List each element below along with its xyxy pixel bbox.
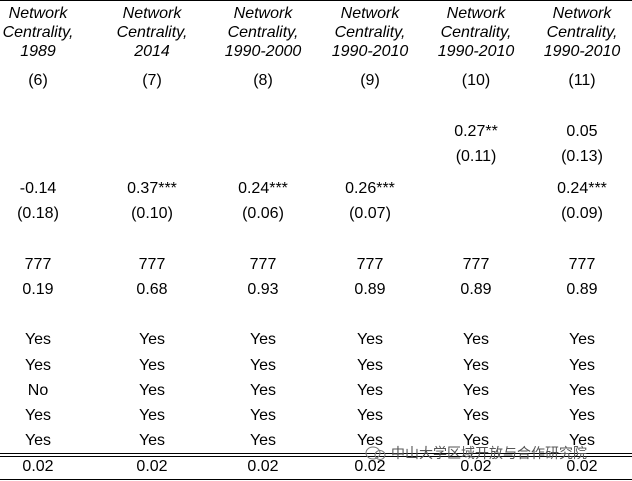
cell: Yes xyxy=(462,432,490,449)
cell: Yes xyxy=(24,407,52,424)
cell: 0.02 xyxy=(460,458,492,475)
cell: 0.37*** xyxy=(127,180,177,197)
cell: Yes xyxy=(568,357,596,374)
column-header: 1990-2010 xyxy=(543,43,621,60)
column-header: Network xyxy=(122,5,182,22)
rule xyxy=(0,456,632,457)
cell: 0.02 xyxy=(354,458,386,475)
cell: Yes xyxy=(462,382,490,399)
watermark-text: 中山大学区域开放与合作研究院 xyxy=(391,445,587,461)
cell: Yes xyxy=(249,357,277,374)
cell: 777 xyxy=(568,256,596,273)
cell: Yes xyxy=(138,331,166,348)
cell: 0.68 xyxy=(136,281,168,298)
cell: Yes xyxy=(138,357,166,374)
cell: Yes xyxy=(138,432,166,449)
cell: (0.06) xyxy=(242,205,284,222)
cell: Yes xyxy=(462,331,490,348)
cell: (0.10) xyxy=(131,205,173,222)
cell: 0.24*** xyxy=(557,180,607,197)
cell: 0.02 xyxy=(22,458,54,475)
cell: Yes xyxy=(568,331,596,348)
cell: Yes xyxy=(24,331,52,348)
cell: 777 xyxy=(462,256,490,273)
cell: -0.14 xyxy=(19,180,57,197)
column-header: 1990-2000 xyxy=(224,43,302,60)
cell: 777 xyxy=(356,256,384,273)
column-number: (8) xyxy=(253,72,273,89)
column-header: Network xyxy=(340,5,400,22)
top-rule xyxy=(0,0,632,1)
cell: (0.18) xyxy=(17,205,59,222)
column-header: Network xyxy=(8,5,68,22)
watermark: 中山大学区域开放与合作研究院 xyxy=(365,443,587,463)
cell: Yes xyxy=(356,407,384,424)
column-number: (10) xyxy=(461,72,491,89)
column-header: Centrality, xyxy=(227,24,299,41)
cell: 0.89 xyxy=(354,281,386,298)
cell: Yes xyxy=(138,407,166,424)
cell: 0.93 xyxy=(247,281,279,298)
column-number: (11) xyxy=(568,72,596,89)
cell: Yes xyxy=(356,357,384,374)
cell: (0.11) xyxy=(455,148,497,165)
cell: No xyxy=(27,382,49,399)
cell: Yes xyxy=(249,432,277,449)
cell: Yes xyxy=(249,331,277,348)
column-header: Centrality, xyxy=(2,24,74,41)
column-number: (9) xyxy=(360,72,380,89)
cell: (0.09) xyxy=(561,205,603,222)
cell: Yes xyxy=(24,357,52,374)
column-header: Network xyxy=(233,5,293,22)
column-header: Centrality, xyxy=(334,24,406,41)
cell: 0.26*** xyxy=(345,180,395,197)
cell: 0.05 xyxy=(566,123,598,140)
column-header: Centrality, xyxy=(546,24,618,41)
cell: Yes xyxy=(568,382,596,399)
column-number: (7) xyxy=(142,72,162,89)
cell: Yes xyxy=(249,382,277,399)
watermark-icon xyxy=(365,446,386,460)
bottom-rule xyxy=(0,479,632,480)
cell: Yes xyxy=(568,432,596,449)
cell: 0.27** xyxy=(454,123,498,140)
cell: (0.07) xyxy=(349,205,391,222)
cell: Yes xyxy=(356,432,384,449)
cell: 0.19 xyxy=(22,281,54,298)
cell: Yes xyxy=(462,407,490,424)
column-header: 2014 xyxy=(134,43,170,60)
cell: 0.24*** xyxy=(238,180,288,197)
cell: Yes xyxy=(24,432,52,449)
cell: 0.02 xyxy=(566,458,598,475)
cell: Yes xyxy=(568,407,596,424)
cell: 777 xyxy=(138,256,166,273)
column-number: (6) xyxy=(28,72,48,89)
cell: Yes xyxy=(249,407,277,424)
cell: (0.13) xyxy=(561,148,603,165)
column-header: Centrality, xyxy=(116,24,188,41)
cell: 0.02 xyxy=(247,458,279,475)
column-header: Network xyxy=(446,5,506,22)
rule xyxy=(0,453,632,454)
cell: 0.02 xyxy=(136,458,168,475)
cell: Yes xyxy=(462,357,490,374)
cell: 0.89 xyxy=(460,281,492,298)
column-header: Network xyxy=(552,5,612,22)
column-header: 1989 xyxy=(20,43,56,60)
cell: Yes xyxy=(356,331,384,348)
cell: Yes xyxy=(356,382,384,399)
cell: 777 xyxy=(249,256,277,273)
cell: Yes xyxy=(138,382,166,399)
column-header: Centrality, xyxy=(440,24,512,41)
cell: 0.89 xyxy=(566,281,598,298)
column-header: 1990-2010 xyxy=(437,43,515,60)
column-header: 1990-2010 xyxy=(331,43,409,60)
cell: 777 xyxy=(24,256,52,273)
